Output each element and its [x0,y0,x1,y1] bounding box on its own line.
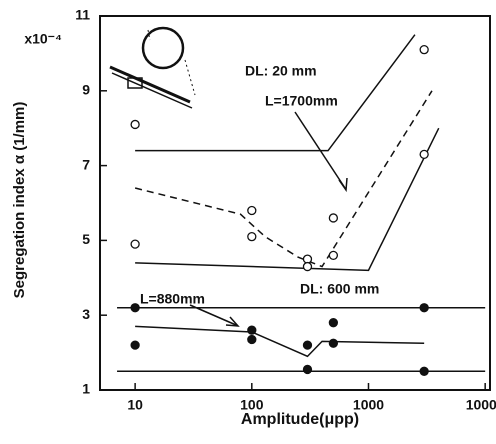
data-point [130,239,140,249]
data-point [328,213,339,223]
annotation: DL: 20 mm [245,63,317,79]
x-tick-label: 100 [240,397,264,413]
inset-icon [109,26,196,109]
y-tick-label: 3 [82,306,90,322]
data-point [247,232,257,242]
series-line [134,90,433,268]
data-point [328,338,339,348]
data-point [419,366,429,376]
annotation: L=880mm [140,291,205,307]
series-line [135,34,416,152]
data-point [328,250,339,261]
data-point [302,261,313,272]
data-point [130,303,140,313]
data-point [130,340,140,350]
annotation: x10⁻⁴ [24,31,62,47]
data-point [247,325,257,335]
y-tick-label: 9 [82,82,90,98]
x-tick-label: 1000 [353,397,384,413]
data-point [302,340,313,350]
plot-frame [99,15,491,391]
data-point [419,149,429,160]
data-point [302,364,313,375]
data-point [419,45,429,55]
y-tick-label: 5 [82,231,90,247]
data-point [247,205,257,216]
data-point [419,303,429,313]
y-tick-label: 1 [82,381,90,397]
data-point [247,334,257,345]
data-point [302,254,313,264]
annotation: L=1700mm [265,93,338,109]
series-line [135,325,425,358]
data-point [328,318,339,328]
x-tick-label: 10 [127,397,143,413]
annotation: DL: 600 mm [300,281,379,297]
y-axis-title: Segregation index α (1/mm) [11,102,28,299]
y-tick-label: 11 [75,7,90,23]
data-point [130,119,140,130]
x-axis-title: Amplitude(μpp) [241,411,359,428]
x-tick-label: 10000 [466,397,496,413]
series-line [135,127,440,272]
y-tick-label: 7 [82,156,90,172]
